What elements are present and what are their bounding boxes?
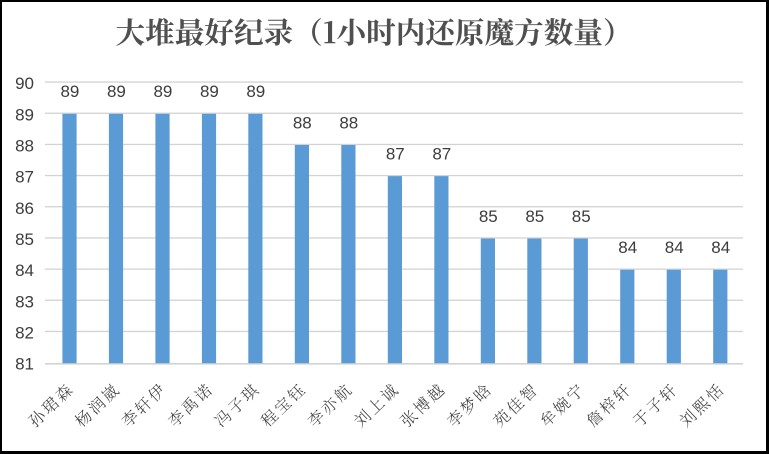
svg-text:87: 87 <box>386 145 405 164</box>
svg-text:81: 81 <box>15 355 34 374</box>
svg-text:90: 90 <box>15 74 34 93</box>
svg-text:85: 85 <box>572 207 591 226</box>
svg-text:85: 85 <box>15 230 34 249</box>
svg-text:89: 89 <box>60 82 79 101</box>
svg-text:86: 86 <box>15 199 34 218</box>
svg-text:88: 88 <box>15 137 34 156</box>
svg-text:85: 85 <box>525 207 544 226</box>
svg-text:82: 82 <box>15 324 34 343</box>
svg-text:89: 89 <box>15 105 34 124</box>
svg-text:88: 88 <box>293 113 312 132</box>
svg-text:87: 87 <box>432 145 451 164</box>
svg-text:89: 89 <box>107 82 126 101</box>
svg-text:89: 89 <box>246 82 265 101</box>
svg-text:84: 84 <box>618 238 637 257</box>
svg-text:89: 89 <box>153 82 172 101</box>
svg-text:88: 88 <box>339 113 358 132</box>
svg-text:85: 85 <box>479 207 498 226</box>
svg-text:87: 87 <box>15 168 34 187</box>
svg-text:84: 84 <box>15 261 34 280</box>
svg-text:83: 83 <box>15 292 34 311</box>
svg-text:89: 89 <box>200 82 219 101</box>
svg-text:84: 84 <box>665 238 684 257</box>
svg-text:84: 84 <box>711 238 730 257</box>
